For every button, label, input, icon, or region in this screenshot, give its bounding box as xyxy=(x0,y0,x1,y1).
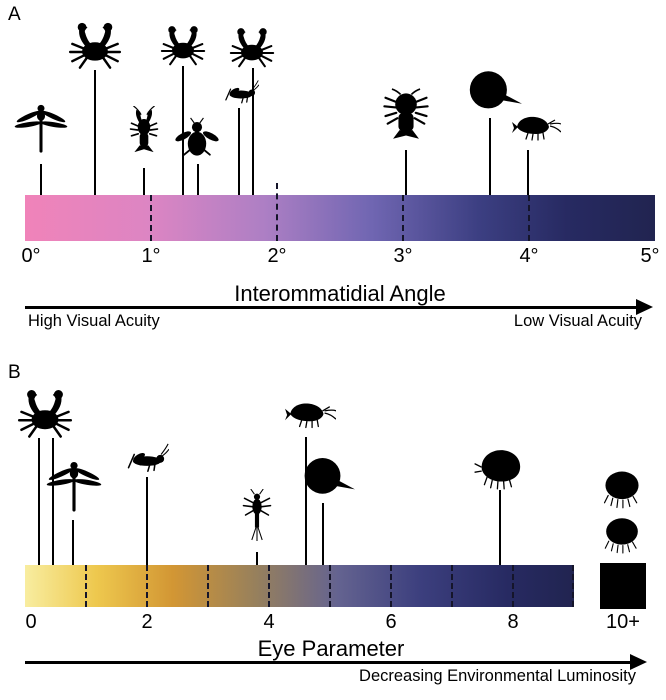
axis-tick-label: 2 xyxy=(141,611,153,633)
connector-line xyxy=(52,438,54,565)
panel-a-label: A xyxy=(8,4,21,25)
axis-tick-label: 0 xyxy=(25,611,37,633)
axis-tick-label: 4° xyxy=(519,245,539,267)
connector-line xyxy=(72,520,74,565)
connector-line xyxy=(238,108,240,195)
panel-b-axis-title: Eye Parameter xyxy=(257,636,405,661)
tick-dash xyxy=(402,195,404,241)
axis-tick-label: 5° xyxy=(640,245,660,267)
interommatidial-angle-scale-bar xyxy=(25,195,655,241)
connector-line xyxy=(252,68,254,195)
tick-dash xyxy=(276,183,278,241)
axis-tick-label: 2° xyxy=(267,245,287,267)
connector-line xyxy=(143,168,145,195)
luminosity-note: Decreasing Environmental Luminosity xyxy=(359,667,636,685)
tick-dash xyxy=(512,565,514,607)
axis-tick-label: 8 xyxy=(507,611,519,633)
tick-dash xyxy=(451,565,453,607)
axis-tick-label: 3° xyxy=(393,245,413,267)
dragonfly-icon xyxy=(14,92,68,168)
connector-line xyxy=(94,70,96,195)
crab-icon xyxy=(14,385,76,441)
tick-dash xyxy=(207,565,209,607)
connector-line xyxy=(527,150,529,195)
shrimp-icon xyxy=(274,388,346,440)
dragonfly-icon xyxy=(46,452,102,524)
connector-line xyxy=(489,118,491,195)
ostracod-icon xyxy=(600,510,644,560)
axis-tick-label: 1° xyxy=(141,245,161,267)
arrowhead-icon xyxy=(636,299,653,315)
axis-arrow-line xyxy=(25,661,631,664)
ostracod-icon xyxy=(597,466,647,512)
crab-icon xyxy=(155,22,211,68)
axis-arrow-line xyxy=(25,306,637,309)
tick-dash xyxy=(572,565,574,607)
low-acuity-note: Low Visual Acuity xyxy=(513,312,642,330)
tick-dash xyxy=(146,565,148,607)
connector-line xyxy=(405,150,407,195)
connector-line xyxy=(256,552,258,565)
high-acuity-note: High Visual Acuity xyxy=(28,312,160,330)
connector-line xyxy=(146,477,148,565)
spider-crab-icon xyxy=(64,18,126,72)
mayfly-nymph-icon xyxy=(231,474,283,556)
connector-line xyxy=(38,438,40,565)
tick-dash xyxy=(528,195,530,241)
grasshopper-icon xyxy=(112,436,182,480)
tick-dash xyxy=(150,195,152,241)
connector-line xyxy=(305,437,307,565)
connector-line xyxy=(182,66,184,195)
arrowhead-icon xyxy=(630,654,647,670)
connector-line xyxy=(499,490,501,565)
tick-dash xyxy=(85,565,87,607)
panel-b-label: B xyxy=(8,362,21,383)
bee-icon xyxy=(174,114,220,166)
eye-parameter-scale-bar xyxy=(25,565,574,607)
slipper-lobster-icon xyxy=(379,78,433,152)
crab-icon xyxy=(224,24,280,70)
tick-dash xyxy=(268,565,270,607)
connector-line xyxy=(322,503,324,565)
axis-tick-label: 6 xyxy=(385,611,397,633)
axis-tick-label: 4 xyxy=(263,611,275,633)
crayfish-icon xyxy=(120,90,168,170)
amphipod-icon xyxy=(470,441,530,493)
tick-dash xyxy=(329,565,331,607)
grasshopper-icon xyxy=(208,74,274,110)
panel-a-axis-title: Interommatidial Angle xyxy=(234,281,446,306)
axis-tick-label: 10+ xyxy=(606,611,640,633)
axis-tick-label: 0° xyxy=(21,245,41,267)
tick-dash xyxy=(390,565,392,607)
eye-parameter-max-swatch xyxy=(600,563,646,609)
shrimp-icon xyxy=(504,102,568,152)
connector-line xyxy=(197,164,199,195)
connector-line xyxy=(40,164,42,195)
